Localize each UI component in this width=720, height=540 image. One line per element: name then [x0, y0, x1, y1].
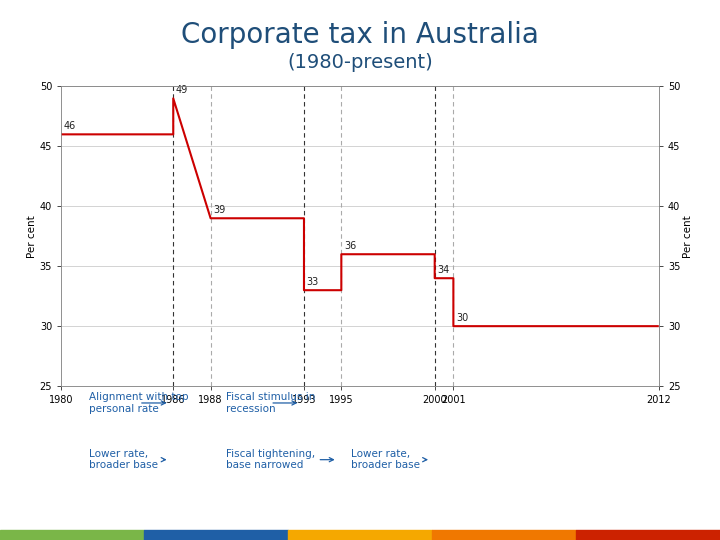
Text: (1980-present): (1980-present) [287, 52, 433, 72]
Bar [288, 530, 432, 540]
Text: 36: 36 [344, 241, 356, 251]
Text: Source:  Business Tax Working Group Discussion Paper 13 August 2012: Source: Business Tax Working Group Discu… [11, 500, 382, 510]
Bar [576, 530, 720, 540]
Text: Alignment with top
personal rate: Alignment with top personal rate [89, 392, 189, 414]
Text: 30: 30 [456, 313, 469, 322]
Text: Corporate tax in Australia: Corporate tax in Australia [181, 21, 539, 49]
Text: Lower rate,
broader base: Lower rate, broader base [351, 449, 427, 470]
Text: 46: 46 [64, 121, 76, 131]
Bar [144, 530, 288, 540]
Y-axis label: Per cent: Per cent [27, 215, 37, 258]
Text: 39: 39 [213, 205, 225, 215]
Y-axis label: Per cent: Per cent [683, 215, 693, 258]
Text: 34: 34 [438, 265, 450, 275]
Text: 49: 49 [176, 85, 189, 95]
Text: Lower rate,
broader base: Lower rate, broader base [89, 449, 166, 470]
Text: Fiscal tightening,
base narrowed: Fiscal tightening, base narrowed [225, 449, 333, 470]
Bar [432, 530, 576, 540]
Text: Fiscal stimulus in
recession: Fiscal stimulus in recession [225, 392, 315, 414]
Bar [0, 530, 144, 540]
Text: 33: 33 [307, 276, 319, 287]
